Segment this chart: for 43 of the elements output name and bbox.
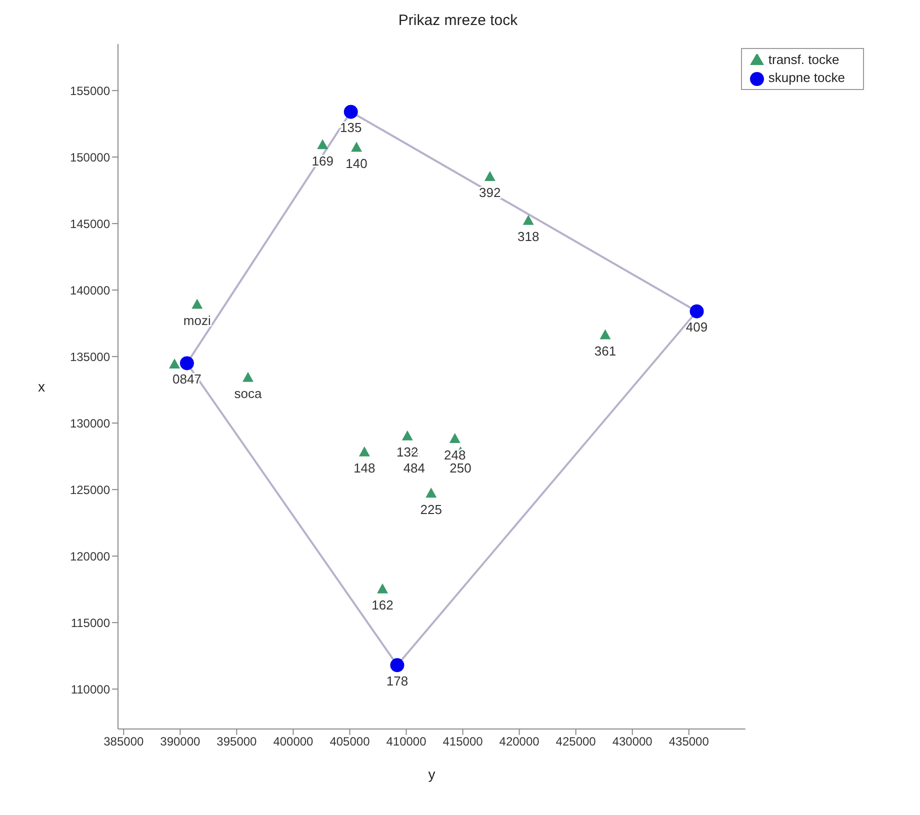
- x-tick-label: 420000: [499, 734, 540, 749]
- annotation: 148: [354, 460, 376, 476]
- legend-label: skupne tocke: [768, 70, 845, 85]
- y-tick-label: 110000: [70, 682, 110, 696]
- y-tick-label: 145000: [70, 216, 110, 231]
- y-tick-label: 125000: [70, 482, 110, 497]
- x-tick-label: 415000: [442, 734, 484, 749]
- annotation: 169: [312, 153, 334, 168]
- x-tick-label: 400000: [273, 734, 314, 749]
- x-tick-label: 395000: [216, 734, 258, 749]
- annotation: 484: [403, 460, 426, 476]
- annotation: 0847: [172, 371, 202, 386]
- y-tick-label: 150000: [70, 150, 110, 164]
- y-tick-label: 135000: [70, 350, 110, 364]
- y-axis-title: x: [38, 378, 45, 394]
- x-tick-label: 405000: [330, 734, 370, 749]
- annotation: 248: [444, 447, 466, 462]
- x-tick-label: 385000: [104, 734, 144, 749]
- annotation: 162: [372, 598, 394, 613]
- chart-title: Prikaz mreze tock: [397, 11, 519, 31]
- legend-label: transf. tocke: [768, 52, 840, 67]
- annotation: 178: [386, 673, 408, 688]
- x-tick-label: 390000: [160, 734, 201, 749]
- annotation: 392: [479, 185, 501, 200]
- annotation: 135: [340, 120, 362, 136]
- annotation: 250: [450, 460, 472, 476]
- x-axis-title: y: [428, 766, 436, 782]
- y-tick-label: 155000: [70, 84, 110, 98]
- annotation: soca: [234, 386, 262, 402]
- y-tick-label: 130000: [70, 416, 110, 430]
- annotation: 318: [517, 229, 540, 244]
- annotation: mozi: [183, 312, 211, 328]
- y-tick-label: 140000: [70, 283, 110, 298]
- annotation: 225: [420, 502, 442, 517]
- x-tick-label: 430000: [612, 734, 653, 749]
- y-tick-label: 115000: [70, 616, 110, 630]
- annotation: 409: [686, 320, 708, 335]
- x-tick-label: 425000: [556, 734, 596, 749]
- y-tick-label: 120000: [70, 549, 110, 564]
- x-tick-label: 435000: [668, 734, 710, 749]
- annotation: 140: [346, 156, 368, 171]
- annotation: 361: [594, 344, 616, 359]
- x-tick-label: 410000: [386, 734, 427, 749]
